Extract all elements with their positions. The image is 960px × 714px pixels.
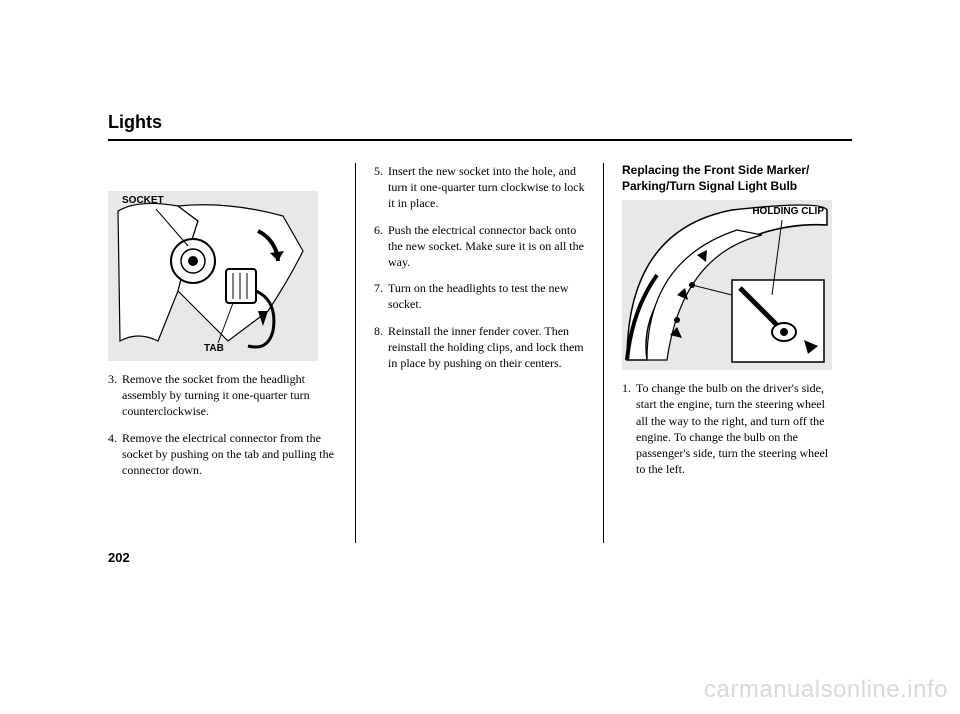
watermark: carmanualsonline.info [704,676,948,704]
page-number: 202 [108,550,130,565]
socket-diagram-svg [108,191,318,361]
step-number: 3. [108,371,122,420]
clip-diagram-svg [622,200,832,370]
page-title: Lights [108,112,852,133]
step-number: 1. [622,380,636,477]
content-columns: SOCKET TAB 3. Remove the socket from the… [108,163,852,543]
step-8: 8. Reinstall the inner fender cover. The… [374,323,585,372]
header-rule [108,139,852,141]
label-socket: SOCKET [122,195,164,206]
column-1: SOCKET TAB 3. Remove the socket from the… [108,163,356,543]
step-6: 6. Push the electrical connector back on… [374,222,585,271]
label-holding-clip: HOLDING CLIP [752,206,824,217]
step-text: Push the electrical connector back onto … [388,222,585,271]
step-number: 4. [108,430,122,479]
step-number: 6. [374,222,388,271]
figure-holding-clip: HOLDING CLIP [622,200,832,370]
step-text: Remove the socket from the headlight ass… [122,371,337,420]
step-1: 1. To change the bulb on the driver's si… [622,380,834,477]
label-tab: TAB [204,343,224,354]
step-7: 7. Turn on the headlights to test the ne… [374,280,585,312]
step-text: To change the bulb on the driver's side,… [636,380,834,477]
step-4: 4. Remove the electrical connector from … [108,430,337,479]
step-text: Turn on the headlights to test the new s… [388,280,585,312]
step-number: 5. [374,163,388,212]
subheading-replacing: Replacing the Front Side Marker/ Parking… [622,163,834,194]
figure-socket: SOCKET TAB [108,191,318,361]
column-2: 5. Insert the new socket into the hole, … [356,163,604,543]
step-text: Insert the new socket into the hole, and… [388,163,585,212]
step-3: 3. Remove the socket from the headlight … [108,371,337,420]
step-number: 7. [374,280,388,312]
step-number: 8. [374,323,388,372]
step-text: Remove the electrical connector from the… [122,430,337,479]
column-3: Replacing the Front Side Marker/ Parking… [604,163,852,543]
step-text: Reinstall the inner fender cover. Then r… [388,323,585,372]
step-5: 5. Insert the new socket into the hole, … [374,163,585,212]
